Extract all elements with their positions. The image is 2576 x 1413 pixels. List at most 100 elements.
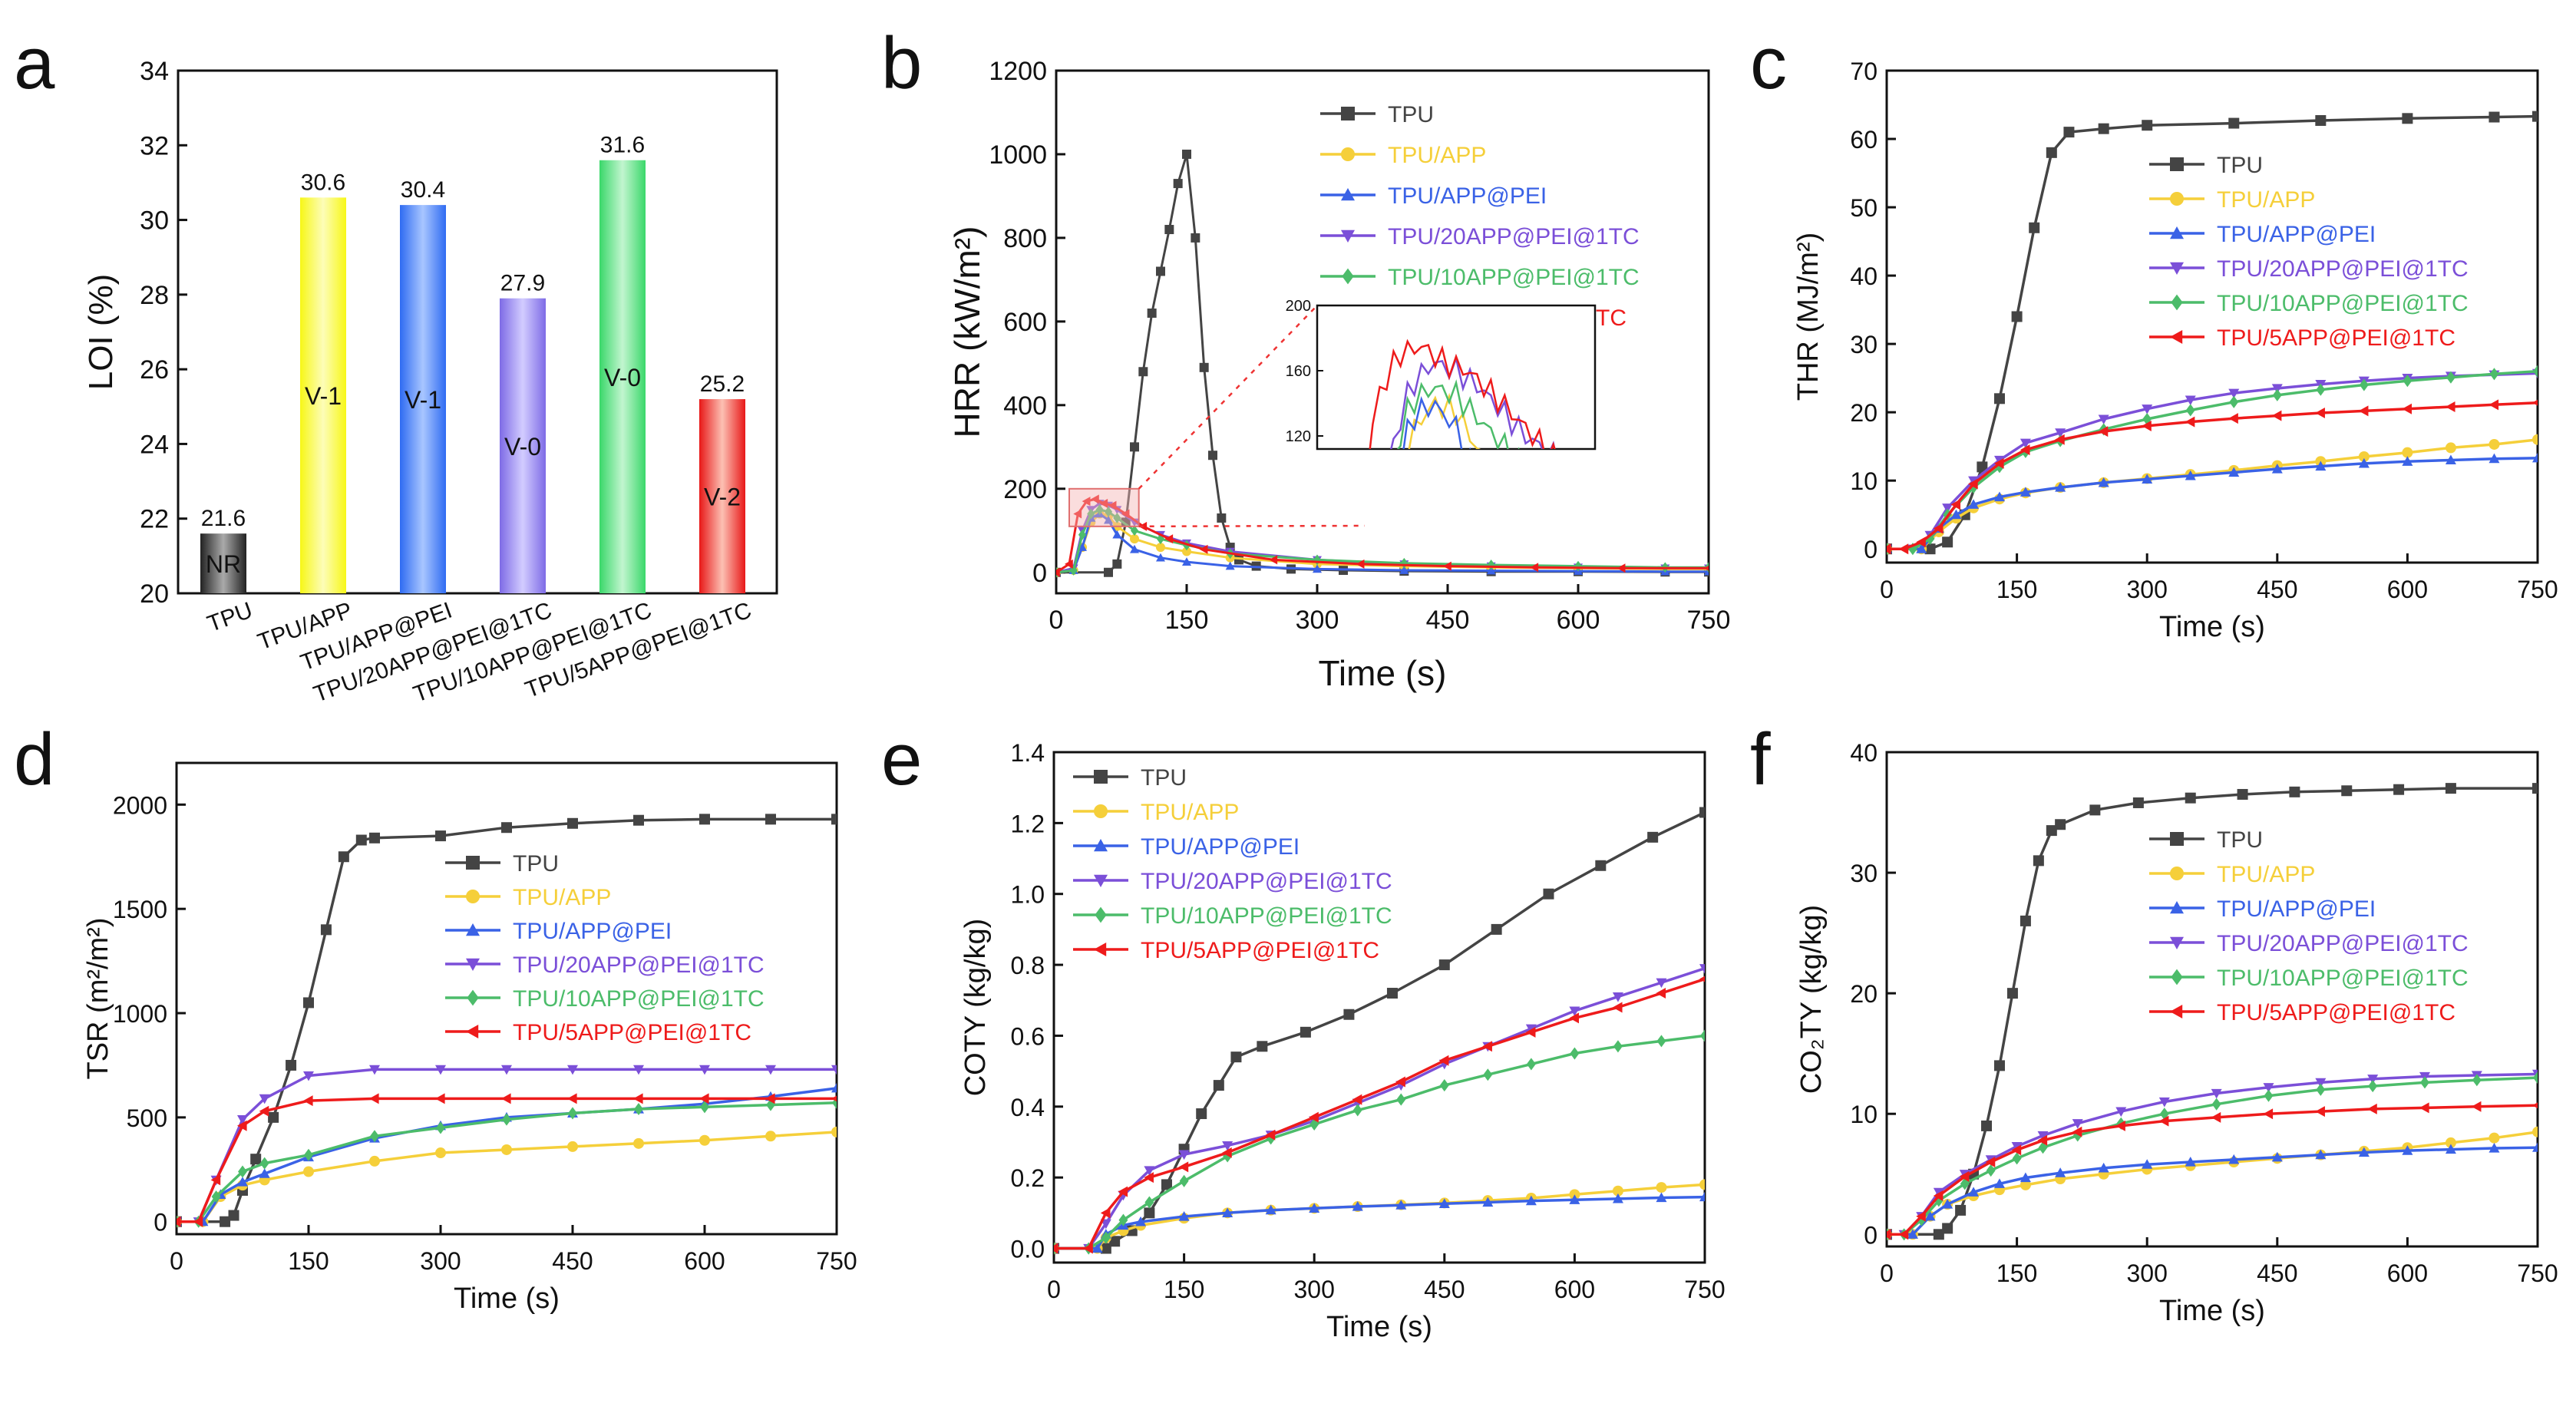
data-point <box>1483 1068 1493 1081</box>
legend: TPU TPU/APP TPU/APP@PEI TPU/20APP@PEI@1TC TP… <box>1320 102 1640 331</box>
data-point <box>501 1093 511 1104</box>
data-point <box>2237 788 2248 800</box>
x-tick-label: 300 <box>2127 576 2168 603</box>
legend-label: TPU <box>513 851 559 877</box>
data-point <box>2063 127 2075 138</box>
inset-frame <box>1316 304 1597 451</box>
data-point <box>1699 807 1705 818</box>
data-point <box>2368 1080 2378 1093</box>
data-point <box>1113 513 1121 523</box>
data-point <box>1164 534 1174 544</box>
data-point <box>567 1065 578 1075</box>
data-point <box>1955 1204 1967 1216</box>
data-point <box>2264 1089 2274 1102</box>
data-point <box>1699 976 1705 982</box>
plot-frame <box>175 761 838 1236</box>
legend-label: TPU/10APP@PEI@1TC <box>1388 265 1640 290</box>
data-point <box>1700 1029 1705 1042</box>
legend-marker <box>466 923 480 936</box>
data-point <box>2471 1101 2482 1112</box>
data-point <box>1887 1229 1891 1240</box>
bar-rating-label: NR <box>206 550 241 578</box>
legend-item: TPU/APP <box>445 885 611 910</box>
y-tick-label: 1200 <box>989 57 1047 86</box>
data-point <box>1196 1108 1207 1120</box>
data-point <box>1104 506 1113 517</box>
data-point <box>2011 1142 2023 1152</box>
data-point <box>1595 860 1607 871</box>
data-point <box>1230 1051 1242 1063</box>
data-point <box>1182 557 1191 566</box>
legend: TPU TPU/APP TPU/APP@PEI TPU/20APP@PEI@1TC TP… <box>2149 153 2469 351</box>
data-point <box>2142 474 2153 484</box>
data-point <box>2211 1088 2222 1099</box>
data-point <box>436 1121 445 1134</box>
y-tick-label: 0.4 <box>1011 1094 1045 1121</box>
legend-label: TPU <box>2217 827 2263 853</box>
y-tick-label: 0.0 <box>1011 1236 1045 1263</box>
x-axis-label: Time (s) <box>2159 1295 2265 1327</box>
data-point <box>1217 513 1227 523</box>
data-point <box>1135 1216 1147 1226</box>
bar-rating-label: V-0 <box>604 364 641 391</box>
data-point <box>2532 1102 2538 1109</box>
data-point <box>1993 491 2005 502</box>
legend-label: TPU/10APP@PEI@1TC <box>1141 903 1392 929</box>
data-point <box>1108 500 1117 510</box>
data-point <box>1613 1040 1623 1053</box>
data-point <box>1083 1243 1093 1254</box>
series-line <box>1887 401 2538 550</box>
legend-label: TPU/10APP@PEI@1TC <box>2217 966 2469 991</box>
x-tick-label: 750 <box>816 1247 857 1275</box>
data-point <box>238 1165 247 1178</box>
data-point <box>1612 1002 1623 1013</box>
inset-line-tpu-app <box>1408 392 1481 449</box>
x-tick-label: 750 <box>1684 1276 1725 1303</box>
data-point <box>633 1093 643 1104</box>
data-point <box>1617 563 1626 573</box>
data-point <box>228 1210 239 1221</box>
bar-value-label: 27.9 <box>500 271 545 296</box>
data-point <box>1525 1024 1537 1035</box>
data-point <box>2315 1106 2325 1118</box>
data-point <box>2263 1108 2274 1120</box>
legend-item: TPU <box>445 851 559 877</box>
x-tick-label: 450 <box>552 1247 593 1275</box>
data-point <box>355 834 367 846</box>
y-tick-label: 500 <box>127 1104 167 1132</box>
series-tpu-app <box>177 1126 837 1227</box>
bar-tpu-app <box>300 197 346 593</box>
data-point <box>2098 426 2109 437</box>
data-point <box>1570 1047 1580 1060</box>
data-point <box>2532 452 2538 463</box>
data-point <box>1612 992 1623 1002</box>
data-point <box>1439 1079 1449 1092</box>
data-point <box>2142 120 2153 131</box>
data-point <box>1985 1157 1996 1168</box>
inset-y-tick-label: 160 <box>1286 363 1311 380</box>
data-point <box>2263 1083 2274 1093</box>
data-point <box>2029 222 2040 233</box>
data-point <box>1091 494 1099 504</box>
y-tick-label: 50 <box>1850 194 1878 222</box>
data-point <box>1942 1199 1953 1209</box>
data-point <box>2532 434 2538 445</box>
data-point <box>1950 499 1961 510</box>
data-point <box>1986 1164 1996 1177</box>
callout-line <box>1138 305 1318 490</box>
legend-item: TPU/APP <box>2149 862 2315 887</box>
data-point <box>2072 1126 2082 1137</box>
data-point <box>1942 503 1953 513</box>
data-point <box>2402 447 2413 458</box>
legend-item: TPU <box>1320 102 1434 127</box>
y-tick-label: 200 <box>1003 475 1047 504</box>
x-tick-label: 300 <box>1296 606 1339 635</box>
panel-letter: c <box>1750 22 1787 104</box>
y-axis-label: TSR (m²/m²) <box>82 917 114 1079</box>
legend: TPU TPU/APP TPU/APP@PEI TPU/20APP@PEI@1TC TP… <box>1073 765 1392 963</box>
data-point <box>2289 786 2300 797</box>
y-tick-label: 32 <box>140 131 169 160</box>
legend-item: TPU/5APP@PEI@1TC <box>445 1020 751 1045</box>
x-tick-label: 300 <box>1294 1276 1335 1303</box>
data-point <box>1933 1190 1944 1202</box>
